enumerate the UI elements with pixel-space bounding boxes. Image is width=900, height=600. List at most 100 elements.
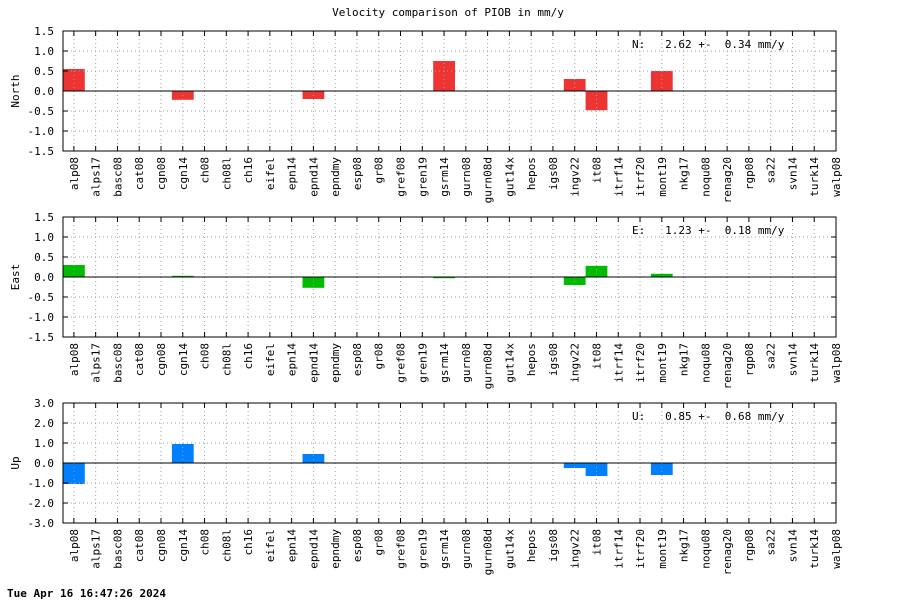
x-tick-label: esp08 [351,157,364,190]
y-tick-label: -1.0 [28,125,55,138]
x-tick-label: alps17 [90,343,103,383]
x-tick-label: itrf20 [634,529,647,569]
y-tick-label: 3.0 [34,397,54,410]
x-tick-label: nkg17 [678,157,691,190]
y-tick-label: 1.0 [34,437,54,450]
bar-up-cgn14 [171,444,194,463]
x-tick-label: igs08 [547,343,560,376]
y-tick-label: -1.5 [28,145,55,158]
x-tick-label: hepos [525,343,538,376]
bar-up-alp08 [63,463,85,484]
x-tick-label: gurn08 [460,157,473,197]
x-tick-label: gren19 [416,529,429,569]
x-tick-label: ingv22 [569,529,582,569]
y-tick-label: -0.5 [28,291,55,304]
panel-up: 3.0 2.0 1.0 0.0 -1.0 -2.0 -3.0 alp08 alps17 basc0… [9,397,843,575]
x-tick-label: walp08 [830,529,843,569]
x-tick-label: ch16 [242,157,255,184]
plot-frame [62,216,837,338]
panel-east: 1.5 1.0 0.5 0.0 -0.5 -1.0 -1.5 alp08 alps17 basc0… [9,211,843,389]
x-tick-label: eifel [264,529,277,562]
x-tick-label: hepos [525,529,538,562]
y-tick-label: -1.0 [28,311,55,324]
x-tick-label: gut14x [503,343,516,383]
x-tick-label: ch08l [220,529,233,562]
x-tick-label: it08 [591,343,604,370]
x-tick-label: cgn08 [155,343,168,376]
x-tick-label: alps17 [90,157,103,197]
x-tick-label: gref08 [395,157,408,197]
x-tick-label: itrf20 [634,343,647,383]
x-tick-label: cgn08 [155,529,168,562]
x-tick-label: ch08 [199,157,212,184]
x-tick-label: rgp08 [743,529,756,562]
x-tick-label: cgn08 [155,157,168,190]
x-tick-label: gr08 [373,343,386,370]
x-tick-label: igs08 [547,157,560,190]
x-tick-label: epn14 [286,157,299,190]
x-tick-label: cat08 [133,157,146,190]
x-tick-label: gut14x [503,529,516,569]
x-tick-label: alp08 [68,343,81,376]
bar-east-epnd14 [302,277,325,288]
y-tick-label: 0.0 [34,457,54,470]
x-tick-label: ch08l [220,343,233,376]
x-tick-label: epnd14 [307,529,320,569]
bar-up-ingv22 [563,463,586,468]
y-tick-label: 1.0 [34,45,54,58]
x-tick-label: alp08 [68,157,81,190]
x-tick-label: gurn08d [482,157,495,203]
x-tick-label: hepos [525,157,538,190]
chart-panels: 1.5 1.0 0.5 0.0 -0.5 -1.0 -1.5 alp08 alps17 basc0… [9,25,843,575]
y-tick-label: 1.0 [34,231,54,244]
x-tick-label: renag20 [721,157,734,203]
y-tick-label: 2.0 [34,417,54,430]
x-tick-label: eifel [264,343,277,376]
x-tick-label: mont19 [656,529,669,569]
x-tick-label: gr08 [373,529,386,556]
x-tick-label: epn14 [286,343,299,376]
x-tick-label: cgn14 [177,343,190,376]
x-tick-label: walp08 [830,157,843,197]
x-tick-label: cgn14 [177,157,190,190]
timestamp: Tue Apr 16 16:47:26 2024 [7,587,166,600]
x-tick-label: renag20 [721,529,734,575]
x-tick-label: cat08 [133,529,146,562]
x-tick-label: gsrm14 [438,343,451,383]
x-tick-label: epndmy [329,157,342,197]
x-tick-label: ch08l [220,157,233,190]
x-tick-label: gref08 [395,529,408,569]
y-tick-label: 1.5 [34,211,54,224]
x-tick-label: basc08 [111,157,124,197]
x-tick-label: epn14 [286,529,299,562]
x-tick-label: igs08 [547,529,560,562]
x-tick-label: rgp08 [743,157,756,190]
x-tick-label: it08 [591,529,604,556]
x-tick-label: mont19 [656,343,669,383]
x-tick-label: gurn08 [460,343,473,383]
x-tick-label: basc08 [111,529,124,569]
x-tick-label: mont19 [656,157,669,197]
y-tick-label: -2.0 [28,497,55,510]
x-tick-label: nkg17 [678,343,691,376]
x-tick-label: itrf14 [612,157,625,197]
bar-east-mont19 [650,273,673,277]
x-tick-label: noqu08 [699,157,712,197]
x-tick-label: ch16 [242,343,255,370]
x-tick-label: epndmy [329,343,342,383]
y-tick-label: -0.5 [28,105,55,118]
x-tick-label: cgn14 [177,529,190,562]
bar-east-it08 [585,265,608,277]
x-tick-label: itrf14 [612,529,625,569]
x-tick-label: gurn08 [460,529,473,569]
bar-north-it08 [585,91,608,111]
x-tick-label: walp08 [830,343,843,383]
y-tick-label: -1.0 [28,477,55,490]
x-tick-label: eifel [264,157,277,190]
x-tick-label: gurn08d [482,529,495,575]
x-tick-label: ingv22 [569,157,582,197]
x-tick-label: esp08 [351,529,364,562]
panel-north: 1.5 1.0 0.5 0.0 -0.5 -1.0 -1.5 alp08 alps17 basc0… [9,25,843,203]
bar-north-mont19 [650,71,673,91]
